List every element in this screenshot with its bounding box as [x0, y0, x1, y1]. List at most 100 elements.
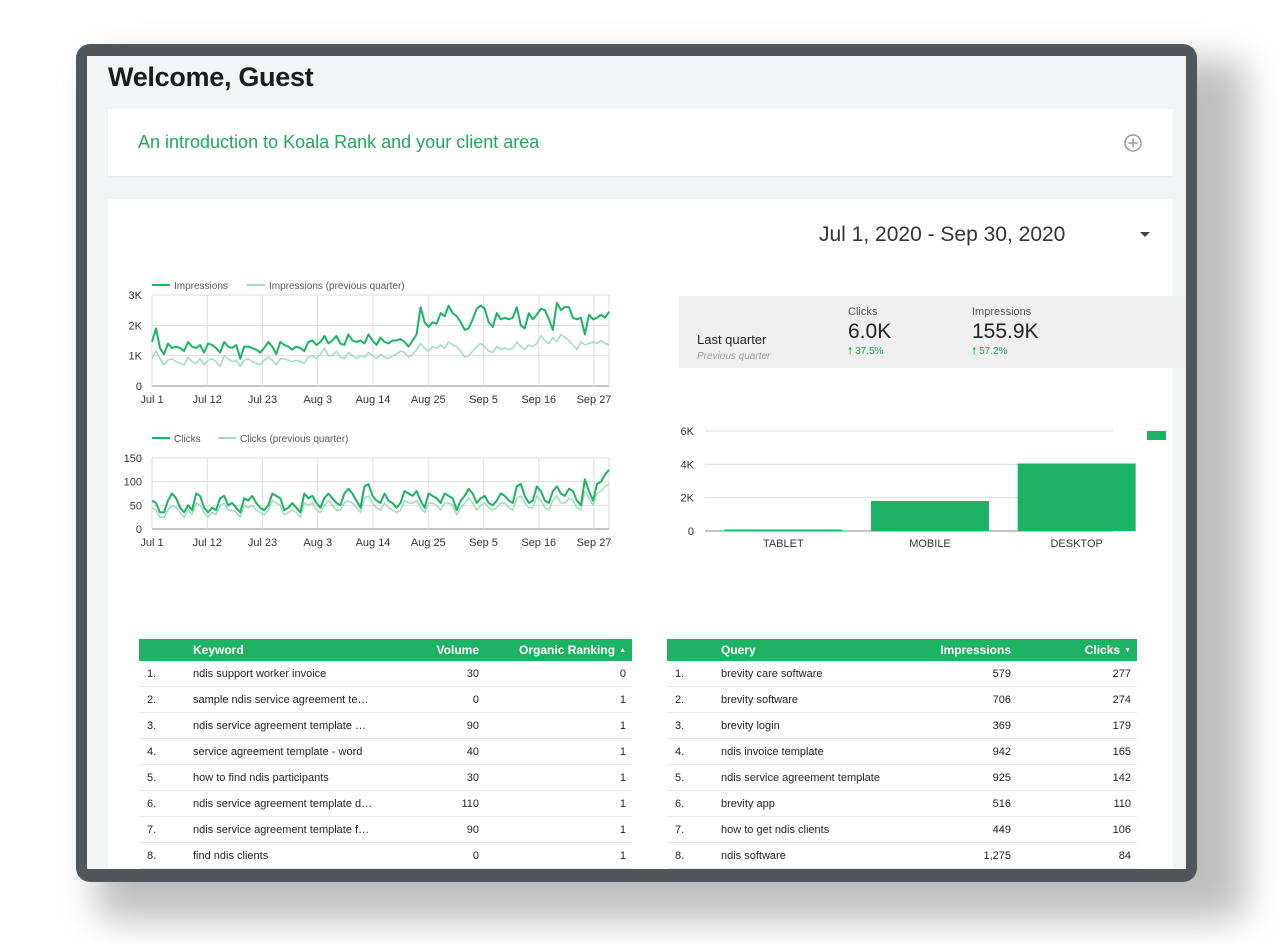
table-row[interactable]: 1. brevity care software 579 277	[667, 661, 1137, 687]
query-column-header[interactable]: Query	[715, 639, 915, 661]
clicks-line-chart: 0 50 100 150 Jul 1 Jul 12 Jul 23 Aug 3 Aug 14 Aug…	[124, 434, 612, 549]
x-tick-label: Jul 1	[140, 394, 163, 406]
table-row[interactable]: 8. ndis software 1,275 84	[667, 842, 1137, 869]
y-tick-label: 1K	[129, 351, 143, 363]
plus-circle-icon[interactable]	[1123, 133, 1143, 153]
clicks-column-label: Clicks	[1084, 643, 1121, 657]
volume-column-header[interactable]: Volume	[387, 639, 485, 661]
keywords-table-header: Keyword Volume Organic Ranking ▲	[139, 639, 632, 661]
keyword-term: ndis service agreement template …	[187, 712, 387, 739]
intro-title[interactable]: An introduction to Koala Rank and your c…	[138, 132, 540, 152]
table-row[interactable]: 2. brevity software 706 274	[667, 686, 1137, 713]
keyword-metric-2: 1	[485, 712, 632, 739]
organic-ranking-column-header[interactable]: Organic Ranking ▲	[485, 639, 632, 661]
y-tick-label: 2K	[681, 493, 695, 505]
bar-mobile[interactable]	[871, 501, 989, 531]
legend-label: Impressions	[174, 281, 228, 292]
keywords-table: Keyword Volume Organic Ranking ▲ 1. ndis s…	[139, 639, 632, 869]
y-tick-label: 50	[130, 500, 142, 512]
keyword-rank: 5.	[139, 764, 187, 791]
query-metric-2: 274	[1017, 686, 1137, 713]
table-row[interactable]: 4. ndis invoice template 942 165	[667, 738, 1137, 765]
table-row[interactable]: 7. how to get ndis clients 449 106	[667, 816, 1137, 843]
x-tick-label: Sep 5	[469, 394, 498, 406]
query-rank: 4.	[667, 738, 715, 765]
x-tick-label: Sep 16	[521, 394, 556, 406]
keyword-metric-1: 40	[387, 738, 485, 765]
x-tick-label: TABLET	[763, 538, 804, 550]
keyword-metric-1: 110	[387, 790, 485, 817]
intro-card[interactable]: An introduction to Koala Rank and your c…	[108, 109, 1173, 176]
query-term: brevity software	[715, 686, 915, 713]
keyword-metric-2: 1	[485, 790, 632, 817]
keyword-rank: 2.	[139, 686, 187, 713]
impressions-line-chart: 0 1K 2K 3K Jul 1 Jul 12 Jul 23 Aug 3 Aug 14 Aug 2…	[129, 281, 612, 406]
x-tick-label: Sep 16	[521, 537, 556, 549]
query-metric-2: 277	[1017, 661, 1137, 687]
table-row[interactable]: 3. brevity login 369 179	[667, 712, 1137, 739]
keyword-metric-1: 20	[387, 868, 485, 869]
query-metric-2: 110	[1017, 790, 1137, 817]
query-metric-2: 82	[1017, 868, 1137, 869]
bar-tablet[interactable]	[724, 529, 843, 532]
keyword-term: how to find ndis participants	[187, 764, 387, 791]
keyword-metric-2: 1	[485, 686, 632, 713]
impressions-column-header[interactable]: Impressions	[915, 639, 1017, 661]
clicks-metric-value: 6.0K	[848, 320, 892, 343]
previous-series-line	[151, 483, 610, 518]
y-tick-label: 0	[136, 381, 142, 393]
keyword-rank: 6.	[139, 790, 187, 817]
table-row[interactable]: 9.how to find ndis clients201	[139, 868, 632, 869]
query-metric-1: 449	[915, 816, 1017, 843]
query-metric-2: 179	[1017, 712, 1137, 739]
scorecard-period: Last quarter	[697, 332, 767, 347]
keyword-term: ndis service agreement template f…	[187, 816, 387, 843]
date-range-selector[interactable]: Jul 1, 2020 - Sep 30, 2020	[819, 223, 1066, 246]
caret-down-icon[interactable]	[1140, 232, 1150, 237]
table-row[interactable]: 2. sample ndis service agreement te… 0 1	[139, 686, 632, 713]
query-term: ndis invoice template	[715, 738, 915, 765]
impressions-metric-delta: 🠕 57.2%	[972, 344, 1007, 361]
sort-up-icon[interactable]: ▲	[619, 647, 626, 655]
table-row[interactable]: 8. find ndis clients 0 1	[139, 842, 632, 869]
page-title: Welcome, Guest	[108, 62, 314, 92]
clicks-metric-label: Clicks	[848, 306, 878, 318]
table-row[interactable]: 7. ndis service agreement template f… 90 1	[139, 816, 632, 843]
x-tick-label: Jul 12	[193, 394, 222, 406]
current-series-line	[151, 469, 610, 514]
previous-series-line	[151, 333, 610, 368]
query-rank: 7.	[667, 816, 715, 843]
query-term: brevity login	[715, 712, 915, 739]
query-rank: 1.	[667, 661, 715, 687]
y-tick-label: 6K	[681, 426, 695, 438]
x-tick-label: Jul 23	[248, 537, 277, 549]
query-metric-2: 165	[1017, 738, 1137, 765]
keyword-metric-2: 1	[485, 738, 632, 765]
dashboard-screen: Welcome, Guest An introduction to Koala …	[87, 56, 1186, 869]
keyword-rank: 1.	[139, 661, 187, 687]
bar-desktop[interactable]	[1017, 463, 1136, 532]
query-metric-1: 1,275	[915, 842, 1017, 869]
table-row[interactable]: 6. ndis service agreement template d… 110 1	[139, 790, 632, 817]
query-rank: 5.	[667, 764, 715, 791]
y-tick-label: 2K	[129, 320, 143, 332]
clicks-column-header[interactable]: Clicks ▼	[1017, 639, 1137, 661]
table-row[interactable]: 4. service agreement template - word 40 1	[139, 738, 632, 765]
x-tick-label: Sep 5	[469, 537, 498, 549]
query-term: brevity care software	[715, 661, 915, 687]
x-tick-label: Jul 23	[248, 394, 277, 406]
table-row[interactable]: 1. ndis support worker invoice 30 0	[139, 661, 632, 687]
table-row[interactable]: 3. ndis service agreement template … 90 1	[139, 712, 632, 739]
query-term: ndis service agreement template	[715, 764, 915, 791]
table-row[interactable]: 9.brevity ndis15482	[667, 868, 1137, 869]
x-tick-label: Aug 3	[303, 394, 332, 406]
table-row[interactable]: 5. ndis service agreement template 925 142	[667, 764, 1137, 791]
keywords-index-header	[139, 639, 187, 661]
table-row[interactable]: 6. brevity app 516 110	[667, 790, 1137, 817]
table-row[interactable]: 5. how to find ndis participants 30 1	[139, 764, 632, 791]
y-tick-label: 0	[688, 526, 694, 538]
x-tick-label: MOBILE	[909, 538, 951, 550]
keyword-column-header[interactable]: Keyword	[187, 639, 387, 661]
sort-down-icon[interactable]: ▼	[1124, 647, 1131, 655]
organic-ranking-label: Organic Ranking	[519, 643, 616, 657]
